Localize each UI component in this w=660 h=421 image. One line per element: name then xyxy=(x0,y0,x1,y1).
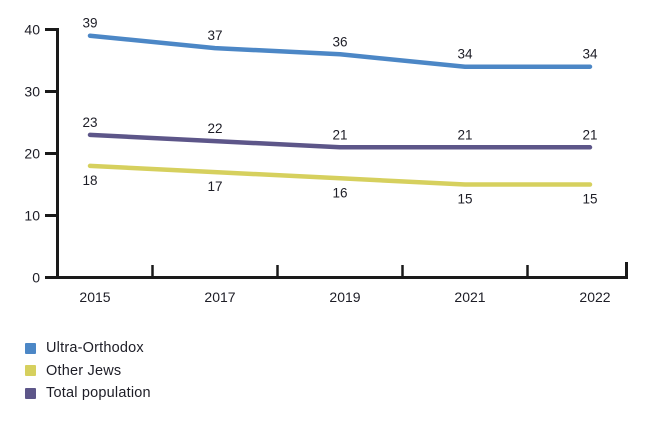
y-tick-label: 20 xyxy=(24,146,40,162)
data-label: 39 xyxy=(82,16,97,31)
data-label: 16 xyxy=(332,185,347,200)
chart-canvas: 0 10 20 30 40 2015 2017 2019 2021 2022 39 37 36 34 34 1… xyxy=(24,16,628,305)
data-label: 22 xyxy=(207,121,222,136)
data-label: 21 xyxy=(457,127,472,142)
legend: Ultra-Orthodox Other Jews Total populati… xyxy=(25,341,151,401)
x-tick-label: 2019 xyxy=(329,289,360,305)
data-label: 36 xyxy=(332,34,347,49)
legend-label: Total population xyxy=(46,385,151,401)
legend-label: Ultra-Orthodox xyxy=(46,340,144,356)
data-label: 23 xyxy=(82,115,97,130)
legend-swatch-other-jews xyxy=(25,365,36,377)
legend-item-ultra-orthodox: Ultra-Orthodox xyxy=(25,341,151,356)
x-tick-label: 2017 xyxy=(204,289,235,305)
data-label: 15 xyxy=(457,192,472,207)
legend-swatch-ultra-orthodox xyxy=(25,342,36,354)
series-line-total-population xyxy=(87,132,593,150)
x-tick-label: 2022 xyxy=(579,289,610,305)
legend-label: Other Jews xyxy=(46,362,122,379)
legend-item-total-population: Total population xyxy=(25,386,151,401)
series-line-other-jews xyxy=(87,163,593,187)
legend-swatch-total-population xyxy=(25,387,36,399)
legend-item-other-jews: Other Jews xyxy=(25,362,151,379)
y-tick-label: 40 xyxy=(24,22,40,38)
x-tick-label: 2015 xyxy=(79,289,110,305)
data-label: 34 xyxy=(582,47,598,62)
y-tick-label: 10 xyxy=(24,208,40,224)
data-label: 17 xyxy=(207,179,222,194)
y-tick-label: 30 xyxy=(24,84,40,100)
y-tick-label: 0 xyxy=(32,270,40,286)
x-tick-label: 2021 xyxy=(454,289,485,305)
data-label: 37 xyxy=(207,28,222,43)
series-line-ultra-orthodox xyxy=(87,33,593,69)
data-label: 34 xyxy=(457,47,473,62)
data-label: 21 xyxy=(582,127,597,142)
data-label: 21 xyxy=(332,127,347,142)
data-label: 18 xyxy=(82,173,97,188)
line-chart: 0 10 20 30 40 2015 2017 2019 2021 2022 39 37 36 34 34 1… xyxy=(24,16,628,305)
data-label: 15 xyxy=(582,192,597,207)
